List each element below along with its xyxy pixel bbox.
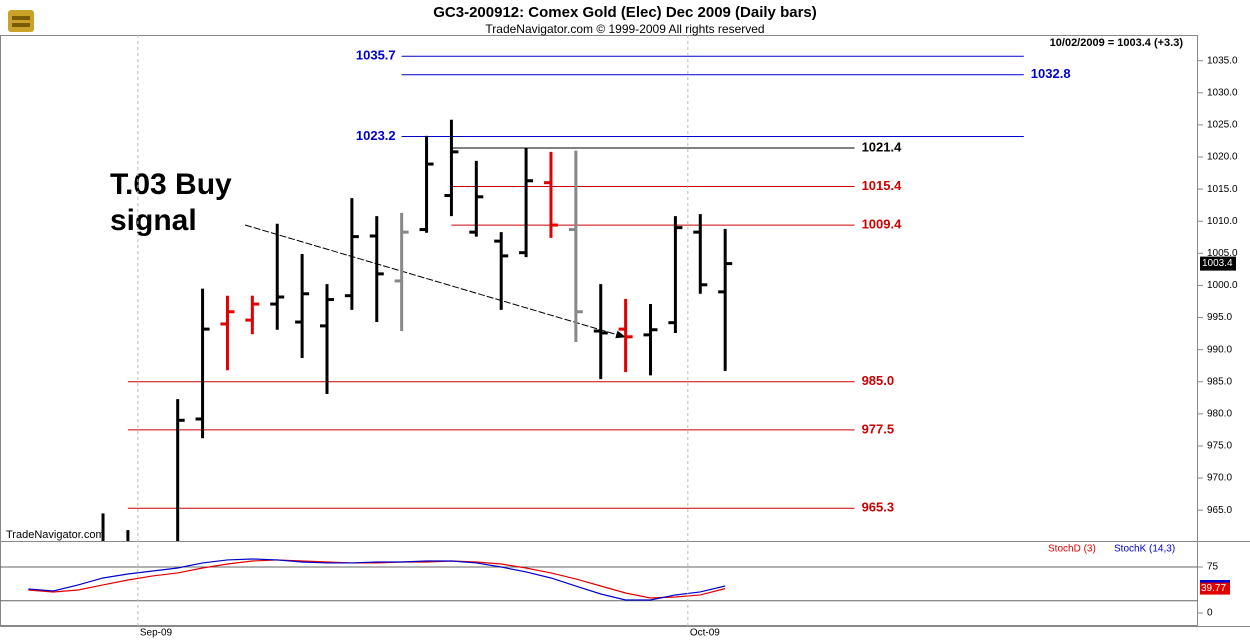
y-tick-label: 970.0 bbox=[1207, 473, 1232, 484]
annotation: T.03 Buy bbox=[110, 168, 232, 201]
x-tick-label: Sep-09 bbox=[140, 628, 173, 639]
last-price-box bbox=[1200, 256, 1236, 271]
level-label: 965.3 bbox=[862, 500, 895, 515]
y-tick-label: 75 bbox=[1207, 562, 1219, 573]
watermark: TradeNavigator.com bbox=[6, 529, 105, 541]
x-tick-label: Oct-09 bbox=[690, 628, 720, 639]
legend-label: StochD (3) bbox=[1048, 544, 1096, 555]
level-label: 1021.4 bbox=[862, 139, 903, 154]
legend-label: StochK (14,3) bbox=[1114, 544, 1175, 555]
stoch-panel bbox=[0, 558, 1198, 602]
y-tick-label: 0 bbox=[1207, 608, 1213, 619]
stoch-line bbox=[28, 559, 726, 599]
y-tick-label: 965.0 bbox=[1207, 505, 1232, 516]
y-tick-label: 1030.0 bbox=[1207, 87, 1238, 98]
y-tick-label: 1010.0 bbox=[1207, 216, 1238, 227]
annotation: signal bbox=[110, 204, 197, 237]
last-value-label: 39.77 bbox=[1201, 583, 1226, 594]
y-tick-label: 1015.0 bbox=[1207, 184, 1238, 195]
y-tick-label: 975.0 bbox=[1207, 441, 1232, 452]
y-tick-label: 990.0 bbox=[1207, 344, 1232, 355]
price-panel bbox=[101, 55, 1024, 541]
chart-subtitle: TradeNavigator.com © 1999-2009 All right… bbox=[485, 22, 764, 36]
level-label: 1009.4 bbox=[862, 217, 903, 232]
y-tick-label: 980.0 bbox=[1207, 408, 1232, 419]
annotation-arrow bbox=[244, 224, 626, 339]
level-label: 1015.4 bbox=[862, 178, 903, 193]
y-tick-label: 985.0 bbox=[1207, 376, 1232, 387]
logo bbox=[8, 10, 34, 32]
level-label: 977.5 bbox=[862, 421, 895, 436]
level-label: 1023.2 bbox=[356, 128, 396, 143]
y-tick-label: 1000.0 bbox=[1207, 280, 1238, 291]
y-tick-label: 1005.0 bbox=[1207, 248, 1238, 259]
last-price-label: 1003.4 bbox=[1202, 258, 1233, 269]
stoch-line bbox=[28, 558, 726, 601]
level-label: 1032.8 bbox=[1031, 66, 1071, 81]
plot-frame bbox=[0, 35, 1198, 626]
chart-title: GC3-200912: Comex Gold (Elec) Dec 2009 (… bbox=[433, 4, 817, 21]
y-tick-label: 1035.0 bbox=[1207, 55, 1238, 66]
axes: 965.0 970.0 975.0 980.0 985.0 990.0 995.0 1000.… bbox=[137, 35, 1238, 639]
info-label: 10/02/2009 = 1003.4 (+3.3) bbox=[1050, 37, 1184, 49]
level-label: 985.0 bbox=[862, 373, 895, 388]
y-tick-label: 1025.0 bbox=[1207, 120, 1238, 131]
level-label: 1035.7 bbox=[356, 48, 396, 63]
y-tick-label: 1020.0 bbox=[1207, 152, 1238, 163]
y-tick-label: 995.0 bbox=[1207, 312, 1232, 323]
last-value-box bbox=[1200, 582, 1230, 595]
